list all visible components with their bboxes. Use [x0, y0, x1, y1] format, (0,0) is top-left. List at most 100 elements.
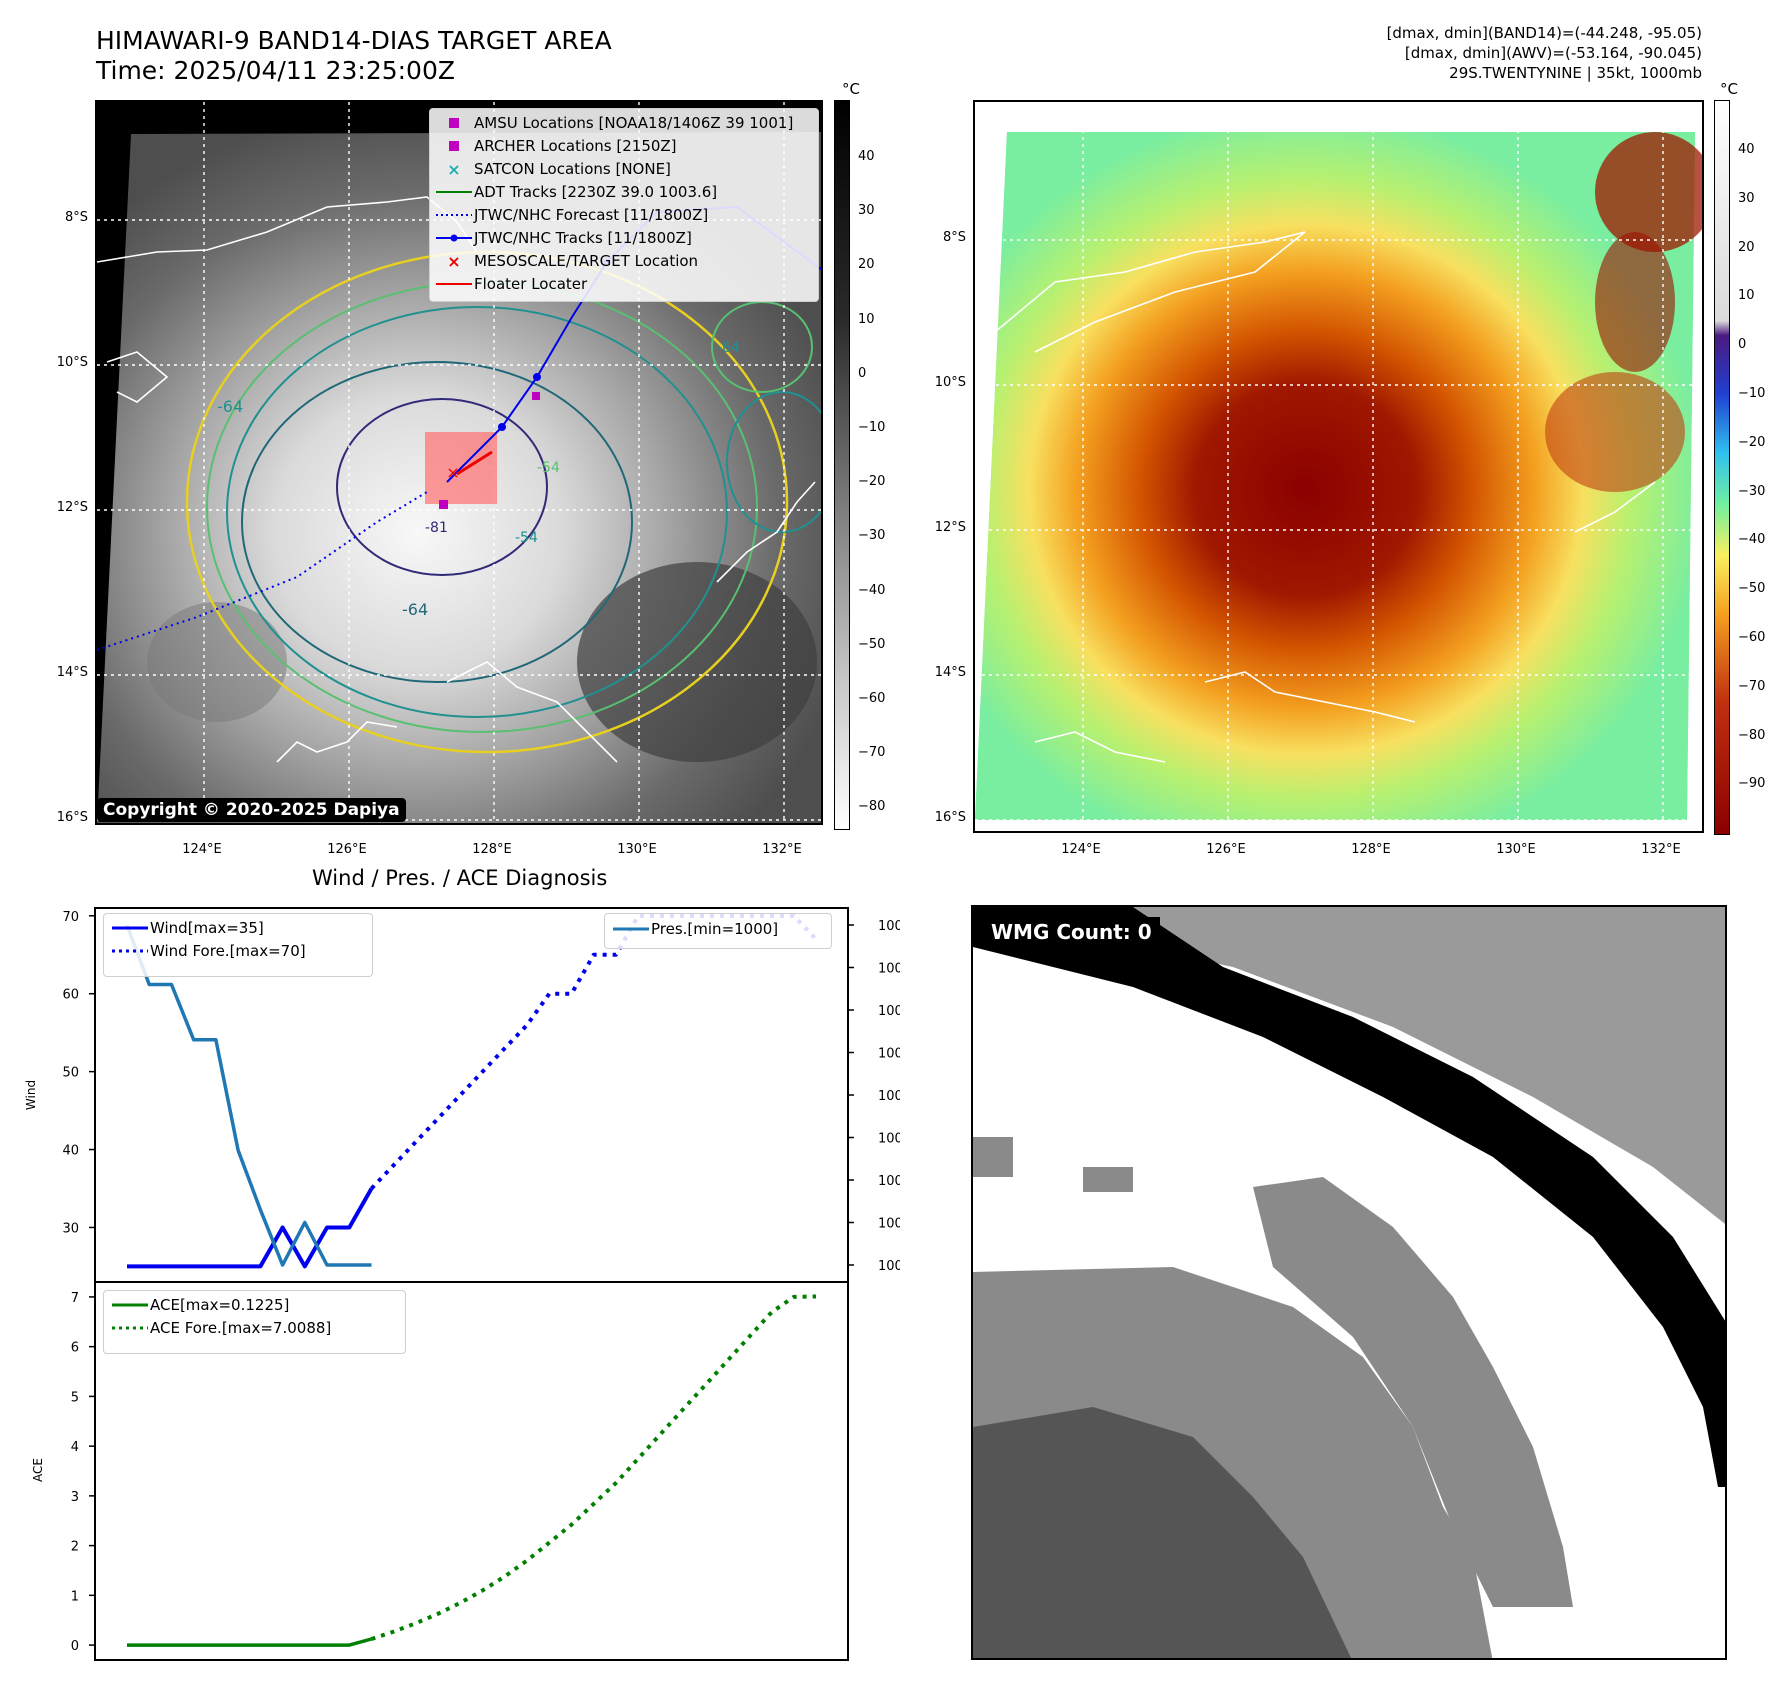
contour-label: -64: [717, 340, 740, 356]
wind-tick-label: 70: [62, 910, 79, 925]
axis-tick-label: 0: [858, 365, 867, 381]
axis-tick-label: 8°S: [942, 230, 966, 245]
wind-tick-label: 60: [62, 988, 79, 1003]
svg-text:×: ×: [447, 163, 460, 175]
ace-tick-label: 1: [71, 1589, 79, 1604]
map-legend-item: Floater Locater: [434, 272, 814, 295]
axis-tick-label: 132°E: [1641, 842, 1681, 857]
axis-tick-label: 128°E: [472, 842, 512, 857]
axis-tick-label: −60: [1738, 630, 1766, 645]
legend-symbol-icon: [434, 140, 474, 152]
info-line-1: [dmax, dmin](BAND14)=(-44.248, -95.05): [1386, 24, 1702, 42]
map-legend-item: JTWC/NHC Forecast [11/1800Z]: [434, 203, 814, 226]
wind-legend: Wind[max=35] Wind Fore.[max=70]: [103, 913, 373, 977]
wmg-count-label: WMG Count: 0: [983, 917, 1160, 947]
pressure-tick-label: 1001: [878, 1217, 900, 1232]
axis-tick-label: −70: [1738, 678, 1766, 694]
axis-tick-label: 10°S: [934, 375, 966, 390]
legend-symbol-icon: [434, 278, 474, 290]
ace-tick-label: 2: [71, 1540, 79, 1555]
axis-tick-label: 12°S: [56, 500, 88, 515]
axis-tick-label: −70: [858, 745, 886, 761]
wind-series-line: [127, 1187, 374, 1269]
axis-tick-label: −20: [1738, 434, 1766, 450]
diagnosis-title: Wind / Pres. / ACE Diagnosis: [312, 866, 608, 890]
legend-label: MESOSCALE/TARGET Location: [474, 251, 699, 270]
axis-tick-label: −40: [858, 582, 886, 598]
pressure-tick-label: 1002: [878, 1174, 900, 1189]
axis-tick-label: 130°E: [1496, 842, 1536, 857]
axis-tick-label: 16°S: [934, 810, 966, 825]
chart-title: HIMAWARI-9 BAND14-DIAS TARGET AREA: [96, 26, 612, 55]
pressure-tick-label: 1000: [878, 1259, 900, 1274]
map-legend-item: × MESOSCALE/TARGET Location: [434, 249, 814, 272]
axis-tick-label: 126°E: [1206, 842, 1246, 857]
chart-time: Time: 2025/04/11 23:25:00Z: [96, 56, 455, 85]
ace-forecast-series-line: [370, 1294, 817, 1641]
axis-tick-label: −40: [1738, 532, 1766, 548]
axis-tick-label: 128°E: [1351, 842, 1391, 857]
wmg-panel: WMG Count: 0: [971, 905, 1727, 1660]
info-line-2: [dmax, dmin](AWV)=(-53.164, -90.045): [1404, 44, 1702, 62]
axis-tick-label: −10: [1738, 386, 1766, 401]
map-legend-item: AMSU Locations [NOAA18/1406Z 39 1001]: [434, 111, 814, 134]
axis-tick-label: 20: [1738, 239, 1755, 255]
pressure-tick-label: 1005: [878, 1047, 900, 1062]
legend-symbol-icon: [434, 209, 474, 221]
axis-tick-label: −60: [858, 691, 886, 706]
axis-tick-label: 40: [1738, 142, 1755, 157]
axis-tick-label: −20: [858, 474, 886, 490]
pressure-tick-label: 1008: [878, 919, 900, 934]
axis-tick-label: −80: [1738, 727, 1766, 743]
map-legend-item: JTWC/NHC Tracks [11/1800Z]: [434, 226, 814, 249]
axis-tick-label: 132°E: [762, 842, 802, 857]
axis-tick-label: 10: [1738, 288, 1755, 304]
awv-map-panel: [973, 100, 1704, 833]
axis-tick-label: 40: [858, 149, 875, 164]
pressure-tick-label: 1004: [878, 1089, 900, 1104]
map-legend-item: ADT Tracks [2230Z 39.0 1003.6]: [434, 180, 814, 203]
map-legend-item: ARCHER Locations [2150Z]: [434, 134, 814, 157]
contour-label: -64: [217, 397, 243, 416]
ace-legend: ACE[max=0.1225] ACE Fore.[max=7.0088]: [103, 1290, 406, 1354]
axis-tick-label: −80: [858, 799, 886, 815]
axis-tick-label: 14°S: [934, 665, 966, 680]
legend-symbol-icon: ×: [434, 255, 474, 267]
axis-tick-label: 124°E: [182, 842, 222, 857]
axis-tick-label: 124°E: [1061, 842, 1101, 857]
legend-symbol-icon: ×: [434, 163, 474, 175]
awv-map-svg: [975, 102, 1702, 831]
legend-label: JTWC/NHC Forecast [11/1800Z]: [474, 205, 709, 224]
svg-text:×: ×: [446, 463, 459, 482]
pressure-tick-label: 1006: [878, 1004, 900, 1019]
pressure-series-line: [125, 924, 372, 1267]
legend-label: JTWC/NHC Tracks [11/1800Z]: [474, 228, 692, 247]
axis-tick-label: 126°E: [327, 842, 367, 857]
contour-label: -54: [537, 460, 560, 476]
copyright-label: Copyright © 2020-2025 Dapiya: [97, 798, 406, 822]
svg-text:×: ×: [447, 255, 460, 267]
info-line-3: 29S.TWENTYNINE | 35kt, 1000mb: [1449, 64, 1702, 82]
legend-symbol-icon: [434, 232, 474, 244]
axis-tick-label: −50: [858, 636, 886, 652]
axis-tick-label: −30: [1738, 483, 1766, 499]
wind-tick-label: 40: [62, 1144, 79, 1159]
axis-tick-label: −50: [1738, 581, 1766, 597]
legend-symbol-icon: [434, 117, 474, 129]
axis-tick-label: 12°S: [934, 520, 966, 535]
axis-tick-label: 30: [858, 203, 875, 219]
contour-label: -54: [515, 530, 538, 546]
legend-label: ARCHER Locations [2150Z]: [474, 136, 677, 155]
ace-tick-label: 6: [71, 1341, 79, 1356]
legend-label: Floater Locater: [474, 274, 588, 293]
legend-pres: Pres.[min=1000]: [651, 919, 779, 938]
axis-tick-label: −30: [858, 528, 886, 544]
legend-ace-fore: ACE Fore.[max=7.0088]: [150, 1318, 332, 1337]
ace-tick-label: 5: [71, 1390, 79, 1405]
ace-tick-label: 0: [71, 1639, 79, 1654]
band14-colorbar: [834, 100, 850, 830]
legend-label: ADT Tracks [2230Z 39.0 1003.6]: [474, 182, 718, 201]
ace-tick-label: 4: [71, 1440, 79, 1455]
diagnosis-chart: 7060504030100810071006100510041003100210…: [24, 907, 900, 1661]
